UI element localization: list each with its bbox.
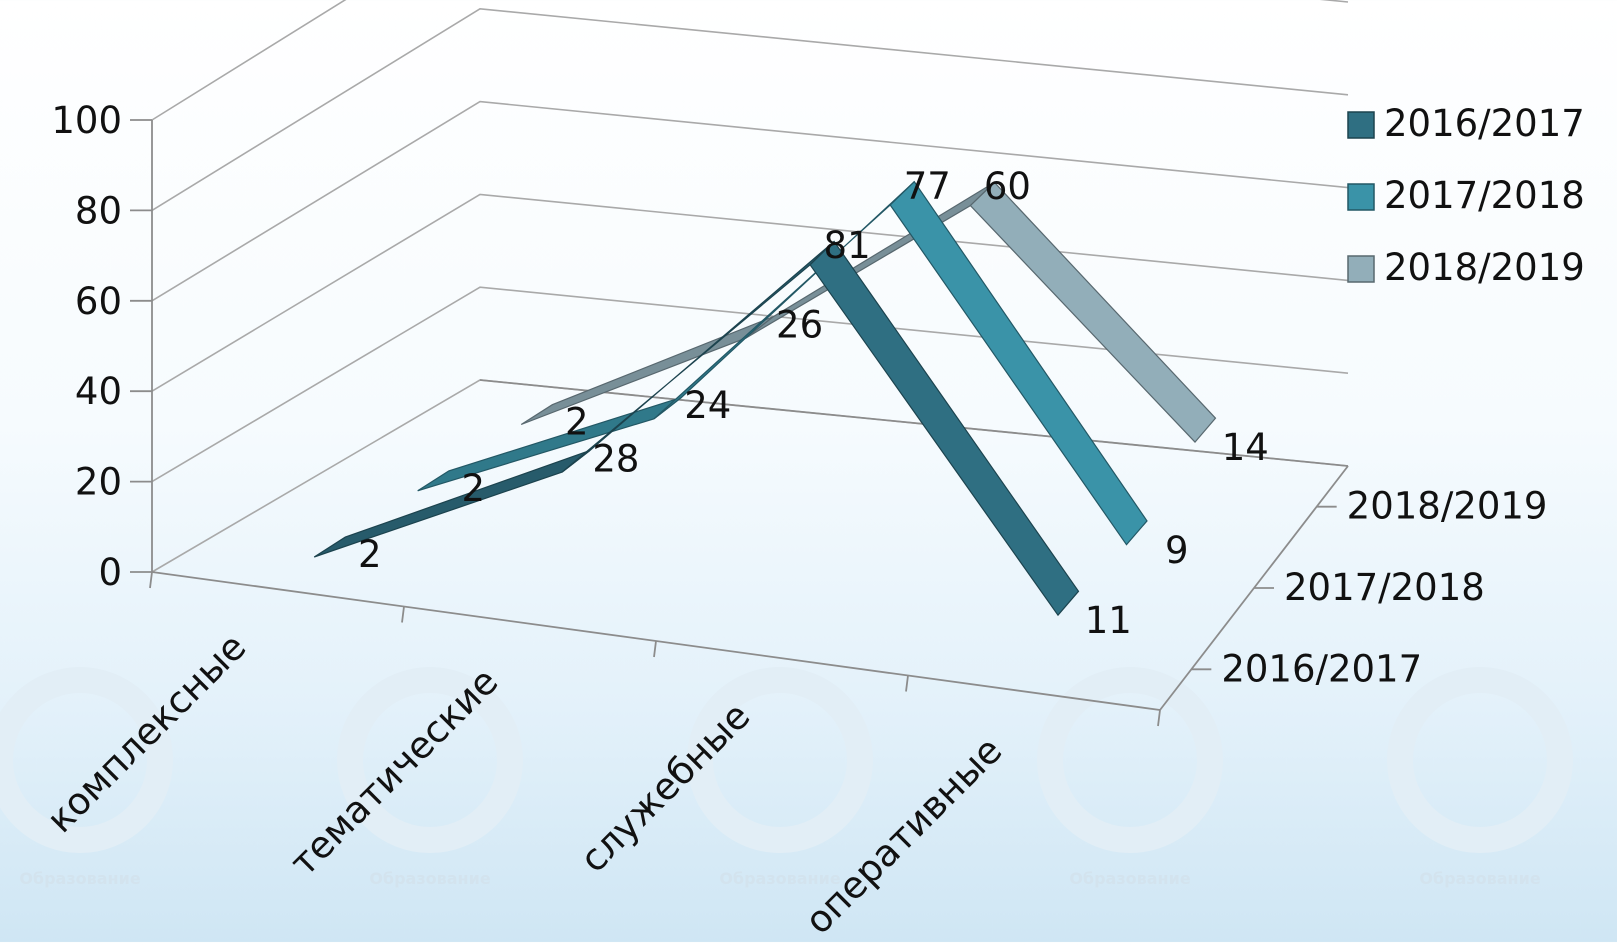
y-tick-label-60: 60 (75, 280, 122, 323)
axes-layer (130, 119, 1349, 727)
y-tick-label-80: 80 (75, 189, 122, 232)
ribbon-segment-2018-2019 (969, 181, 1217, 443)
legend-label: 2016/2017 (1384, 102, 1585, 145)
legend-entry-2018-2019: 2018/2019 (1347, 246, 1585, 289)
watermark-ring (1387, 667, 1573, 853)
data-label-2016-2017-3: 11 (1085, 599, 1132, 642)
watermark-text: Образование (719, 869, 841, 888)
depth-label-2018-2019: 2018/2019 (1347, 485, 1548, 528)
ribbon-segment-2016-2017 (313, 450, 591, 558)
series-layer (313, 180, 1217, 617)
floor-back-edge (479, 379, 1349, 467)
y-tick-label-20: 20 (75, 461, 122, 504)
gridline-80 (151, 7, 1349, 212)
depth-label-2016-2017: 2016/2017 (1221, 647, 1422, 690)
data-label-2018-2019-2: 60 (984, 165, 1031, 208)
x-tick-mark (401, 606, 405, 623)
gridline-100 (151, 0, 1349, 121)
legend-swatch (1347, 183, 1375, 211)
data-label-2016-2017-2: 81 (824, 224, 871, 267)
ribbon-segment-2016-2017 (809, 240, 1080, 617)
legend-swatch (1347, 111, 1375, 139)
data-label-2018-2019-3: 14 (1222, 426, 1269, 469)
data-label-2017-2018-1: 24 (684, 384, 731, 427)
legend-swatch (1347, 255, 1375, 283)
watermark-ring (1037, 667, 1223, 853)
data-label-2016-2017-0: 2 (358, 533, 382, 576)
x-tick-mark (1157, 709, 1161, 727)
y-tick-label-100: 100 (51, 99, 122, 142)
x-tick-mark (149, 571, 153, 589)
gridline-20 (151, 286, 1349, 483)
legend-label: 2017/2018 (1384, 174, 1585, 217)
series-2016-2017 (313, 240, 1080, 617)
watermark-ring (337, 667, 523, 853)
ribbon-segment-2017-2018 (889, 180, 1148, 546)
watermark-ring (0, 667, 173, 853)
data-label-2017-2018-0: 2 (461, 467, 485, 510)
data-label-2017-2018-3: 9 (1165, 529, 1189, 572)
data-label-2018-2019-0: 2 (565, 401, 589, 444)
watermark-text: Образование (1419, 869, 1541, 888)
watermark-ring (687, 667, 873, 853)
data-label-2018-2019-1: 26 (776, 303, 823, 346)
legend-entry-2017-2018: 2017/2018 (1347, 174, 1585, 217)
depth-label-2017-2018: 2017/2018 (1284, 566, 1485, 609)
legend-entry-2016-2017: 2016/2017 (1347, 102, 1585, 145)
category-label-служебные: служебные (572, 694, 759, 881)
legend-label: 2018/2019 (1384, 246, 1585, 289)
watermark-text: Образование (1069, 869, 1191, 888)
y-tick-label-40: 40 (75, 370, 122, 413)
legend: 2016/2017 2017/2018 2018/2019 (1347, 102, 1585, 289)
watermark-text: Образование (369, 869, 491, 888)
x-tick-mark (905, 675, 909, 692)
grid-layer (151, 0, 1349, 573)
y-tick-label-0: 0 (98, 551, 122, 594)
watermark-layer: Образование Образование Образование Образов… (0, 667, 1573, 888)
gridline-60 (151, 100, 1349, 302)
watermark-text: Образование (19, 869, 141, 888)
gridline-40 (151, 193, 1349, 392)
data-label-2016-2017-1: 28 (592, 437, 639, 480)
data-label-2017-2018-2: 77 (904, 164, 951, 207)
series-2017-2018 (417, 180, 1148, 546)
x-tick-mark (653, 640, 657, 658)
